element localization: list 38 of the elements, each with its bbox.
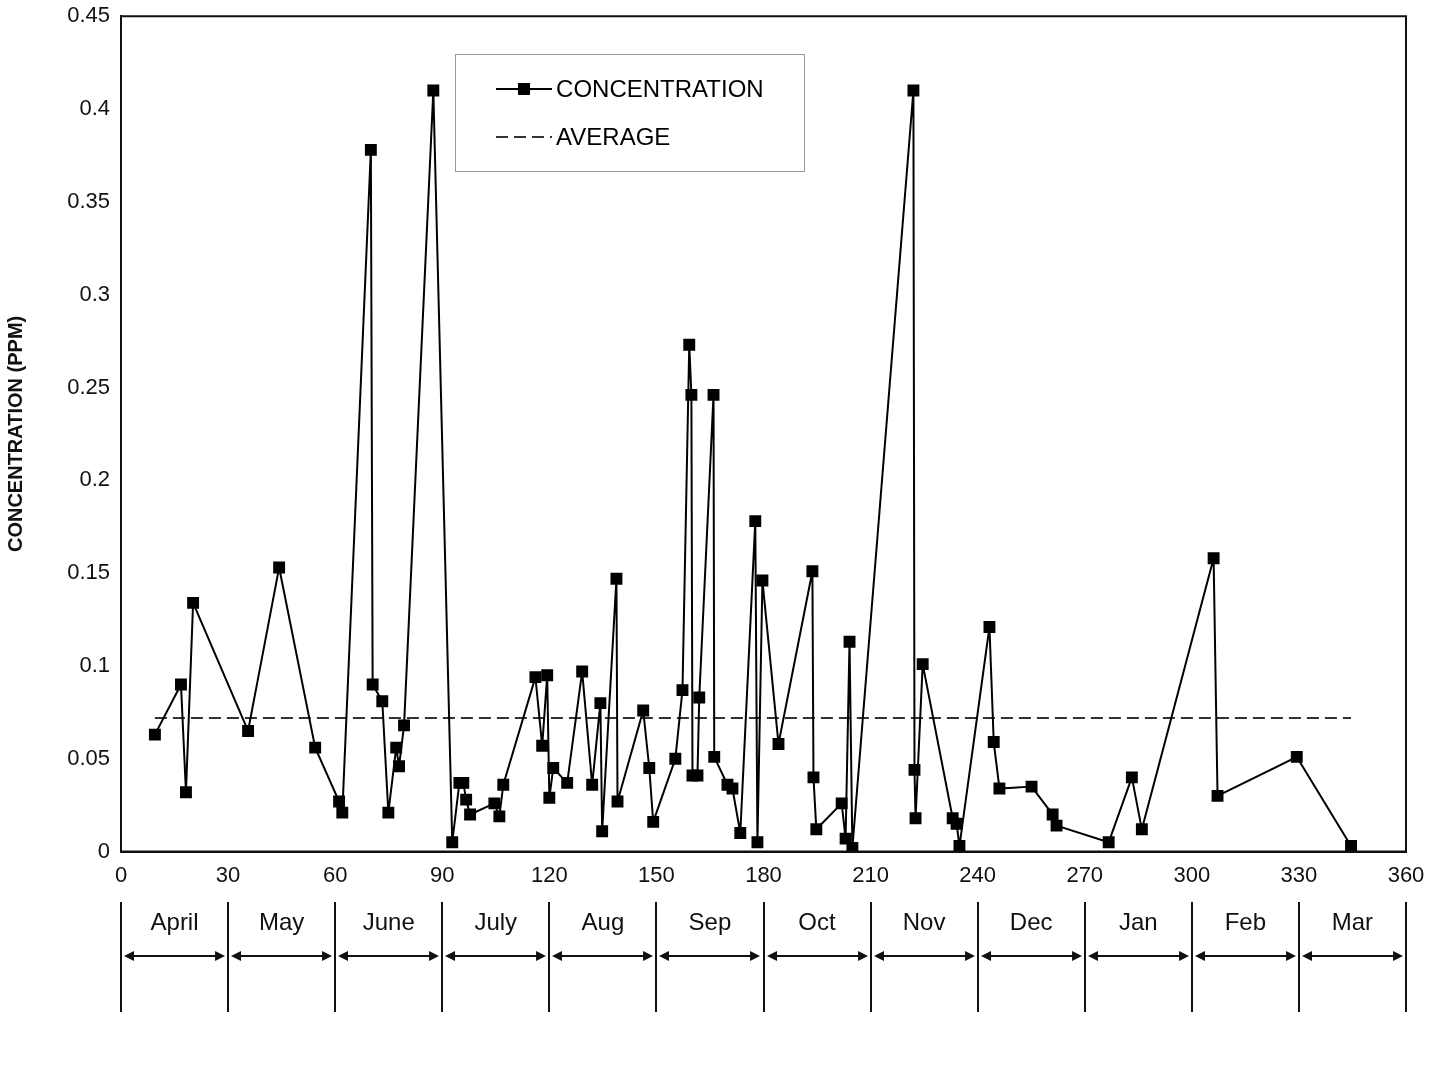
legend-label: AVERAGE bbox=[556, 122, 671, 151]
text: Oct bbox=[798, 907, 836, 936]
text: Nov bbox=[902, 907, 946, 936]
y-tick-label: 0 bbox=[97, 837, 110, 863]
x-tick-label: 360 bbox=[1387, 861, 1425, 887]
x-tick-label: 30 bbox=[215, 861, 241, 887]
y-tick-label: 0.05 bbox=[67, 744, 110, 770]
x-tick-label: 180 bbox=[745, 861, 782, 887]
text: Dec bbox=[1009, 907, 1053, 936]
text: Jan bbox=[1118, 907, 1158, 936]
x-tick-label: 60 bbox=[322, 861, 348, 887]
y-tick-label: 0.45 bbox=[67, 2, 110, 28]
x-tick-label: 120 bbox=[530, 861, 568, 887]
text: Feb bbox=[1224, 907, 1267, 936]
text: Mar bbox=[1331, 907, 1374, 936]
y-axis-title: CONCENTRATION (PPM) bbox=[3, 315, 26, 553]
y-tick-label: 0.35 bbox=[67, 187, 110, 213]
text: May bbox=[258, 907, 305, 936]
y-tick-label: 0.25 bbox=[67, 373, 110, 399]
x-tick-label: 240 bbox=[959, 861, 997, 887]
x-tick-label: 300 bbox=[1173, 861, 1211, 887]
y-tick-label: 0.15 bbox=[67, 559, 110, 585]
text: Sep bbox=[688, 907, 732, 936]
text: Aug bbox=[581, 907, 625, 936]
y-tick-label: 0.4 bbox=[79, 95, 110, 121]
y-tick-label: 0.3 bbox=[79, 280, 110, 306]
x-tick-label: 90 bbox=[430, 861, 455, 887]
x-tick-label: 0 bbox=[114, 861, 128, 887]
text: April bbox=[150, 907, 199, 936]
x-tick-label: 150 bbox=[638, 861, 675, 887]
x-tick-label: 270 bbox=[1066, 861, 1104, 887]
text: July bbox=[474, 907, 518, 936]
x-tick-label: 210 bbox=[852, 861, 889, 887]
legend-label: CONCENTRATION bbox=[556, 74, 764, 103]
y-tick-label: 0.1 bbox=[79, 652, 110, 678]
text: June bbox=[362, 907, 415, 936]
y-tick-label: 0.2 bbox=[79, 466, 110, 492]
x-tick-label: 330 bbox=[1280, 861, 1318, 887]
